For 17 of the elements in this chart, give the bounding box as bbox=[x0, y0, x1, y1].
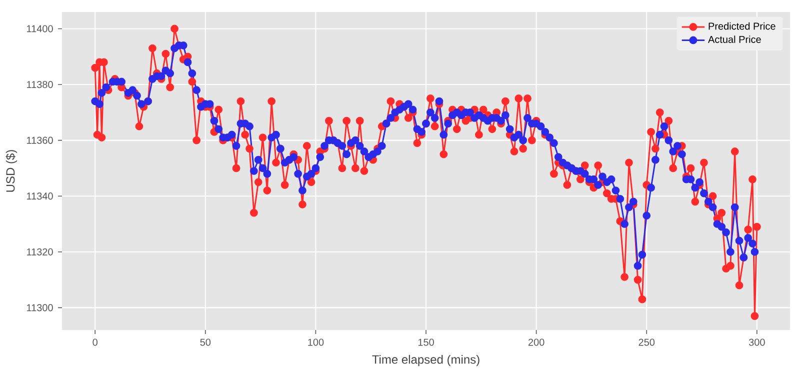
y-tick-label: 11360 bbox=[26, 136, 53, 144]
y-tick-label: 11400 bbox=[26, 25, 53, 32]
x-tick-label: 100 bbox=[308, 338, 324, 346]
legend-label: Predicted Price bbox=[708, 22, 776, 30]
y-tick-label: 11380 bbox=[26, 80, 53, 88]
x-tick-label: 300 bbox=[748, 338, 765, 346]
legend-label: Actual Price bbox=[708, 36, 761, 43]
y-tick-label: 11340 bbox=[26, 192, 53, 200]
y-tick-label: 11300 bbox=[26, 304, 53, 312]
x-tick-label: 150 bbox=[418, 338, 434, 346]
x-tick-label: 250 bbox=[638, 338, 655, 346]
x-tick-label: 0 bbox=[92, 338, 98, 346]
x-tick-label: 50 bbox=[200, 338, 211, 346]
y-axis-title: USD ($) bbox=[6, 150, 18, 192]
x-axis-title: Time elapsed (mins) bbox=[372, 354, 480, 366]
x-tick-label: 200 bbox=[528, 338, 544, 346]
y-tick-label: 11320 bbox=[26, 248, 53, 256]
